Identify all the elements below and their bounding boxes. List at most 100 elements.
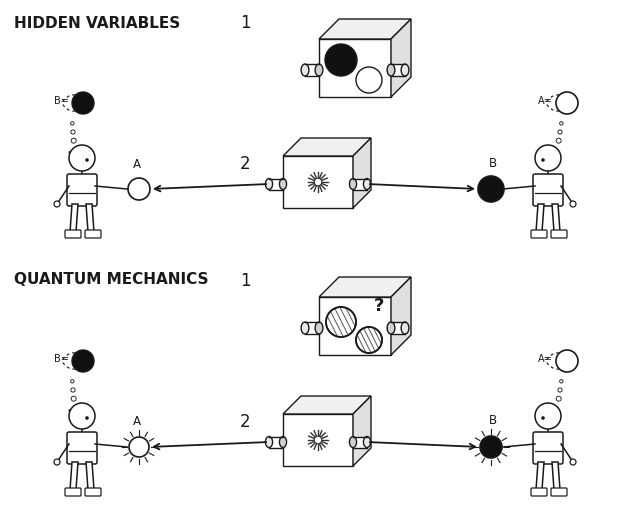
Polygon shape — [536, 462, 544, 490]
Circle shape — [541, 158, 545, 162]
Polygon shape — [283, 138, 371, 156]
Polygon shape — [70, 204, 78, 232]
Circle shape — [559, 380, 563, 383]
Text: HIDDEN VARIABLES: HIDDEN VARIABLES — [14, 16, 180, 31]
Circle shape — [129, 437, 149, 457]
Polygon shape — [319, 277, 411, 297]
Circle shape — [72, 350, 94, 372]
Bar — [391, 322, 405, 334]
Circle shape — [556, 92, 578, 114]
Circle shape — [559, 122, 563, 125]
Circle shape — [556, 350, 578, 372]
Circle shape — [314, 436, 322, 444]
Polygon shape — [63, 95, 90, 111]
Circle shape — [535, 403, 561, 429]
Ellipse shape — [280, 437, 287, 447]
Circle shape — [71, 130, 75, 134]
Text: QUANTUM MECHANICS: QUANTUM MECHANICS — [14, 272, 209, 287]
Text: B: B — [489, 414, 497, 427]
Ellipse shape — [364, 179, 371, 189]
Polygon shape — [353, 396, 371, 466]
Bar — [305, 64, 319, 76]
FancyBboxPatch shape — [65, 230, 81, 238]
Circle shape — [85, 416, 89, 420]
Text: B: B — [489, 157, 497, 170]
Polygon shape — [86, 462, 94, 490]
Polygon shape — [70, 462, 78, 490]
Polygon shape — [319, 39, 391, 97]
Polygon shape — [547, 95, 574, 111]
FancyBboxPatch shape — [85, 488, 101, 496]
Circle shape — [70, 122, 74, 125]
Ellipse shape — [364, 437, 371, 447]
Ellipse shape — [349, 437, 356, 447]
Circle shape — [356, 327, 382, 353]
Polygon shape — [69, 407, 77, 418]
Circle shape — [72, 92, 94, 114]
FancyBboxPatch shape — [531, 488, 547, 496]
FancyBboxPatch shape — [67, 432, 97, 464]
Polygon shape — [319, 19, 411, 39]
Polygon shape — [552, 462, 560, 490]
Text: 2: 2 — [240, 413, 251, 431]
Ellipse shape — [266, 179, 273, 189]
FancyBboxPatch shape — [551, 488, 567, 496]
Polygon shape — [283, 396, 371, 414]
Polygon shape — [552, 204, 560, 232]
Circle shape — [541, 416, 545, 420]
Circle shape — [556, 138, 561, 143]
Bar — [353, 437, 367, 447]
Circle shape — [325, 44, 357, 76]
Circle shape — [570, 201, 576, 207]
Polygon shape — [391, 19, 411, 97]
Ellipse shape — [387, 322, 395, 334]
Circle shape — [69, 403, 95, 429]
Bar — [269, 437, 283, 447]
Circle shape — [558, 388, 562, 392]
FancyBboxPatch shape — [533, 174, 563, 206]
FancyBboxPatch shape — [65, 488, 81, 496]
Text: A: A — [133, 158, 141, 171]
Circle shape — [128, 178, 150, 200]
Polygon shape — [86, 204, 94, 232]
FancyBboxPatch shape — [85, 230, 101, 238]
Bar — [269, 179, 283, 189]
Ellipse shape — [315, 322, 323, 334]
Circle shape — [54, 459, 60, 465]
Ellipse shape — [387, 64, 395, 76]
Text: B=: B= — [54, 96, 69, 106]
Ellipse shape — [280, 179, 287, 189]
Polygon shape — [319, 297, 391, 355]
Text: ?: ? — [374, 297, 384, 315]
Polygon shape — [283, 156, 353, 208]
Ellipse shape — [301, 322, 309, 334]
FancyBboxPatch shape — [531, 230, 547, 238]
Circle shape — [535, 145, 561, 171]
Circle shape — [570, 459, 576, 465]
Circle shape — [356, 67, 382, 93]
Text: B=: B= — [54, 354, 69, 364]
Ellipse shape — [401, 322, 409, 334]
Text: 1: 1 — [240, 272, 251, 290]
Circle shape — [478, 176, 504, 202]
Bar — [391, 64, 405, 76]
Circle shape — [71, 138, 76, 143]
FancyBboxPatch shape — [533, 432, 563, 464]
Polygon shape — [283, 414, 353, 466]
Polygon shape — [353, 138, 371, 208]
Text: A: A — [133, 415, 141, 428]
Circle shape — [70, 380, 74, 383]
Bar — [353, 179, 367, 189]
Text: 1: 1 — [240, 14, 251, 32]
Bar — [305, 322, 319, 334]
Circle shape — [71, 388, 75, 392]
Circle shape — [69, 145, 95, 171]
Ellipse shape — [266, 437, 273, 447]
Circle shape — [54, 201, 60, 207]
Polygon shape — [547, 353, 574, 369]
Circle shape — [556, 396, 561, 401]
Ellipse shape — [401, 64, 409, 76]
Polygon shape — [69, 149, 77, 160]
Text: A=: A= — [538, 96, 553, 106]
Circle shape — [558, 130, 562, 134]
